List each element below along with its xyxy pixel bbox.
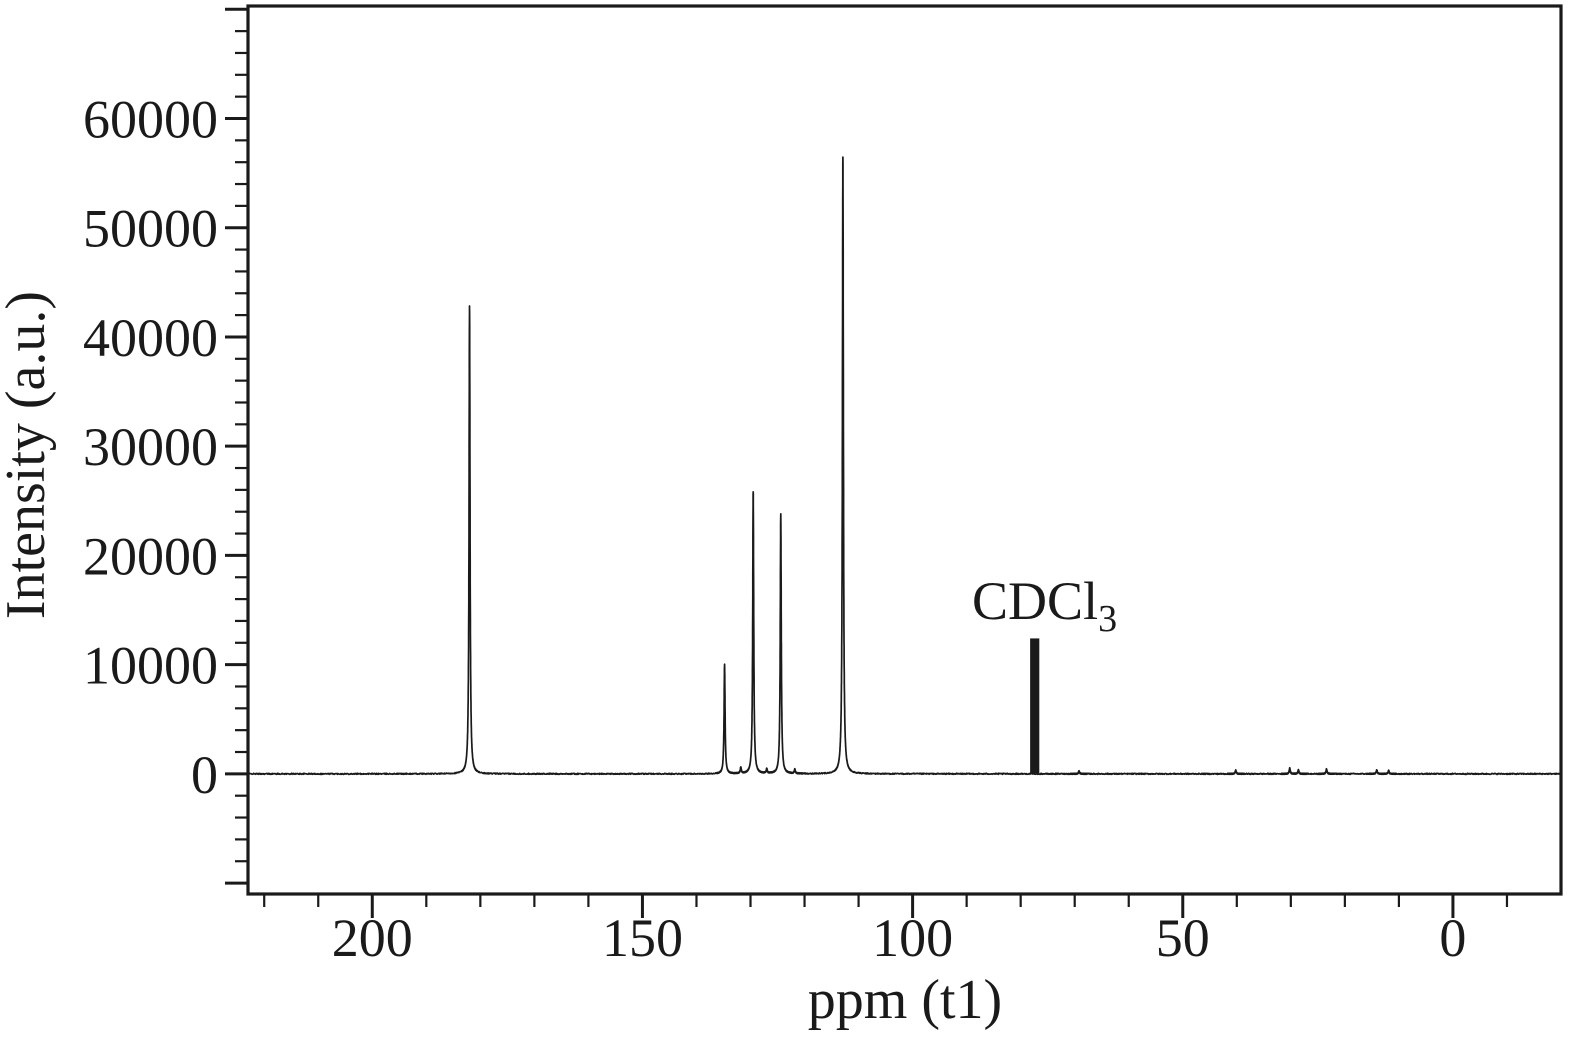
peak-cdcl3 xyxy=(1030,638,1040,774)
y-tick-label: 10000 xyxy=(83,636,218,696)
y-axis-title: Intensity (a.u.) xyxy=(0,291,57,619)
x-tick-label: 150 xyxy=(602,908,683,968)
x-tick-label: 0 xyxy=(1439,908,1466,968)
x-tick-label: 200 xyxy=(332,908,413,968)
plot-layer: 0 10000 20000 30000 40000 50000 60000 200 150 100… xyxy=(83,4,1563,968)
x-axis-title: ppm (t1) xyxy=(808,969,1002,1031)
x-tick-label: 50 xyxy=(1156,908,1210,968)
spectrum-trace xyxy=(248,156,1561,776)
y-tick-label: 60000 xyxy=(83,89,218,149)
y-tick-label: 50000 xyxy=(83,199,218,259)
y-tick-label: 0 xyxy=(191,745,218,805)
x-tick-label: 100 xyxy=(872,908,953,968)
plot-frame xyxy=(246,4,1563,896)
y-tick-label: 30000 xyxy=(83,417,218,477)
cdcl3-annotation: CDCl3 xyxy=(972,571,1117,640)
y-tick-label: 40000 xyxy=(83,308,218,368)
y-tick-label: 20000 xyxy=(83,526,218,586)
